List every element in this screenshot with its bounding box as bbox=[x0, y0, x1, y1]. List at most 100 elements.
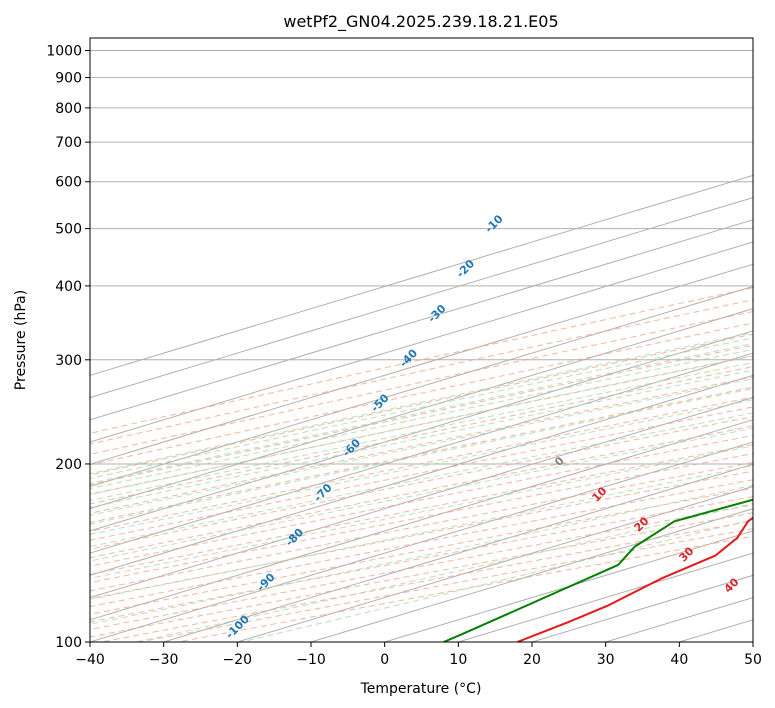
y-axis: 100 200 300 400 500 600 700 800 900 1000 bbox=[46, 44, 90, 651]
moist-adiabat-line bbox=[90, 427, 753, 562]
moist-adiabat-line bbox=[90, 355, 753, 495]
dry-adiabat-line bbox=[90, 355, 753, 495]
dry-adiabat-line bbox=[90, 376, 753, 514]
dew-point-profile-line bbox=[443, 498, 753, 642]
isotherm-line bbox=[90, 241, 753, 443]
isotherm-line bbox=[90, 174, 753, 376]
isotherm-line bbox=[384, 530, 753, 642]
moist-adiabat-line bbox=[90, 342, 753, 484]
plot-frame bbox=[89, 37, 754, 643]
moist-adiabat-line bbox=[90, 332, 753, 475]
dry-adiabat-label: -70 bbox=[311, 481, 334, 504]
y-tick-label: 600 bbox=[55, 175, 82, 191]
isotherm-line bbox=[163, 463, 753, 642]
y-tick-label: 200 bbox=[55, 457, 82, 473]
dry-adiabat-line bbox=[101, 520, 753, 642]
x-tick-label: 50 bbox=[744, 652, 762, 668]
moist-adiabat-line bbox=[90, 412, 753, 548]
temperature-profile-line bbox=[516, 516, 753, 642]
dry-adiabat-line bbox=[90, 396, 753, 532]
dry-adiabat-line bbox=[90, 434, 753, 567]
dry-adiabat-line bbox=[90, 333, 753, 476]
dry-adiabat-label: -10 bbox=[482, 212, 505, 235]
moist-adiabat-line bbox=[90, 348, 753, 490]
y-tick-label: 700 bbox=[55, 135, 82, 151]
isotherm-line bbox=[90, 330, 753, 532]
dry-adiabat-line bbox=[90, 344, 753, 486]
moist-adiabat-label: 40 bbox=[722, 575, 742, 595]
dry-adiabat-line bbox=[90, 504, 753, 630]
moist-adiabat-line bbox=[90, 445, 753, 579]
dry-adiabat-line bbox=[90, 425, 753, 559]
dry-adiabat-line bbox=[90, 470, 753, 600]
dry-adiabat-line bbox=[90, 299, 753, 445]
dry-adiabat-line bbox=[90, 444, 753, 575]
y-tick-label: 400 bbox=[55, 279, 82, 295]
isotherm-line bbox=[90, 419, 753, 621]
x-tick-label: −10 bbox=[296, 652, 326, 668]
dry-adiabat-line bbox=[90, 366, 753, 505]
x-tick-label: 40 bbox=[670, 652, 688, 668]
x-axis: −40 −30 −20 −10 0 10 20 30 40 50 bbox=[75, 642, 762, 668]
moist-adiabat-label: 10 bbox=[590, 484, 610, 504]
moist-adiabat-line bbox=[90, 337, 753, 479]
dry-adiabat-line bbox=[90, 479, 753, 608]
dry-adiabat-line bbox=[90, 495, 753, 623]
isotherm-line bbox=[90, 285, 753, 487]
y-tick-label: 500 bbox=[55, 222, 82, 238]
x-tick-label: 10 bbox=[449, 652, 467, 668]
isotherm-line bbox=[458, 552, 753, 642]
moist-adiabat-line bbox=[241, 519, 753, 642]
moist-adiabat-line bbox=[90, 361, 753, 502]
moist-adiabat-label: 20 bbox=[632, 514, 652, 534]
dry-adiabat-label: -40 bbox=[397, 346, 420, 369]
isotherm-line bbox=[90, 441, 753, 642]
dry-adiabat-line bbox=[90, 386, 753, 523]
x-tick-label: −30 bbox=[149, 652, 179, 668]
moist-adiabat-line bbox=[90, 378, 753, 516]
isotherm-line bbox=[90, 308, 753, 510]
x-tick-label: 0 bbox=[380, 652, 389, 668]
isotherm-line bbox=[90, 352, 753, 554]
series-lines bbox=[443, 498, 753, 642]
isotherm-line bbox=[90, 197, 753, 399]
y-tick-label: 900 bbox=[55, 71, 82, 87]
x-tick-label: −40 bbox=[75, 652, 105, 668]
y-tick-label: 300 bbox=[55, 353, 82, 369]
dry-adiabat-line bbox=[90, 322, 753, 466]
isotherm-line bbox=[90, 219, 753, 421]
dry-adiabat-line bbox=[90, 453, 753, 584]
moist-adiabat-line bbox=[90, 369, 753, 508]
isotherm-line bbox=[237, 485, 753, 642]
isotherm-line bbox=[90, 263, 753, 465]
y-tick-label: 100 bbox=[55, 635, 82, 651]
x-axis-label: Temperature (°C) bbox=[360, 681, 482, 697]
x-tick-label: 30 bbox=[597, 652, 615, 668]
isotherm-line bbox=[531, 574, 753, 642]
dry-adiabat-label: -20 bbox=[454, 257, 477, 280]
moist-adiabat-line bbox=[90, 388, 753, 525]
chart-title: wetPf2_GN04.2025.239.18.21.E05 bbox=[283, 12, 558, 32]
isotherm-line bbox=[90, 374, 753, 576]
isotherm-line bbox=[90, 397, 753, 599]
y-tick-label: 800 bbox=[55, 101, 82, 117]
dry-adiabat-label: -60 bbox=[340, 436, 363, 459]
moist-adiabat-line bbox=[90, 399, 753, 535]
x-tick-label: −20 bbox=[223, 652, 253, 668]
dry-adiabat-line bbox=[90, 311, 753, 455]
dry-adiabat-line bbox=[90, 287, 753, 434]
dry-adiabat-line bbox=[90, 406, 753, 541]
x-tick-label: 20 bbox=[523, 652, 541, 668]
dry-adiabat-label: -80 bbox=[283, 526, 306, 549]
moist-adiabat-line bbox=[90, 484, 753, 625]
dry-adiabat-line bbox=[90, 461, 753, 592]
isotherm-line bbox=[752, 641, 753, 642]
moist-adiabat-line bbox=[90, 464, 753, 600]
y-tick-label: 1000 bbox=[46, 44, 82, 60]
background-lines bbox=[90, 50, 753, 642]
y-axis-label: Pressure (hPa) bbox=[13, 290, 29, 390]
dry-adiabat-label: -30 bbox=[425, 302, 448, 325]
dry-adiabat-line bbox=[90, 487, 753, 615]
dry-adiabat-line bbox=[90, 416, 753, 550]
